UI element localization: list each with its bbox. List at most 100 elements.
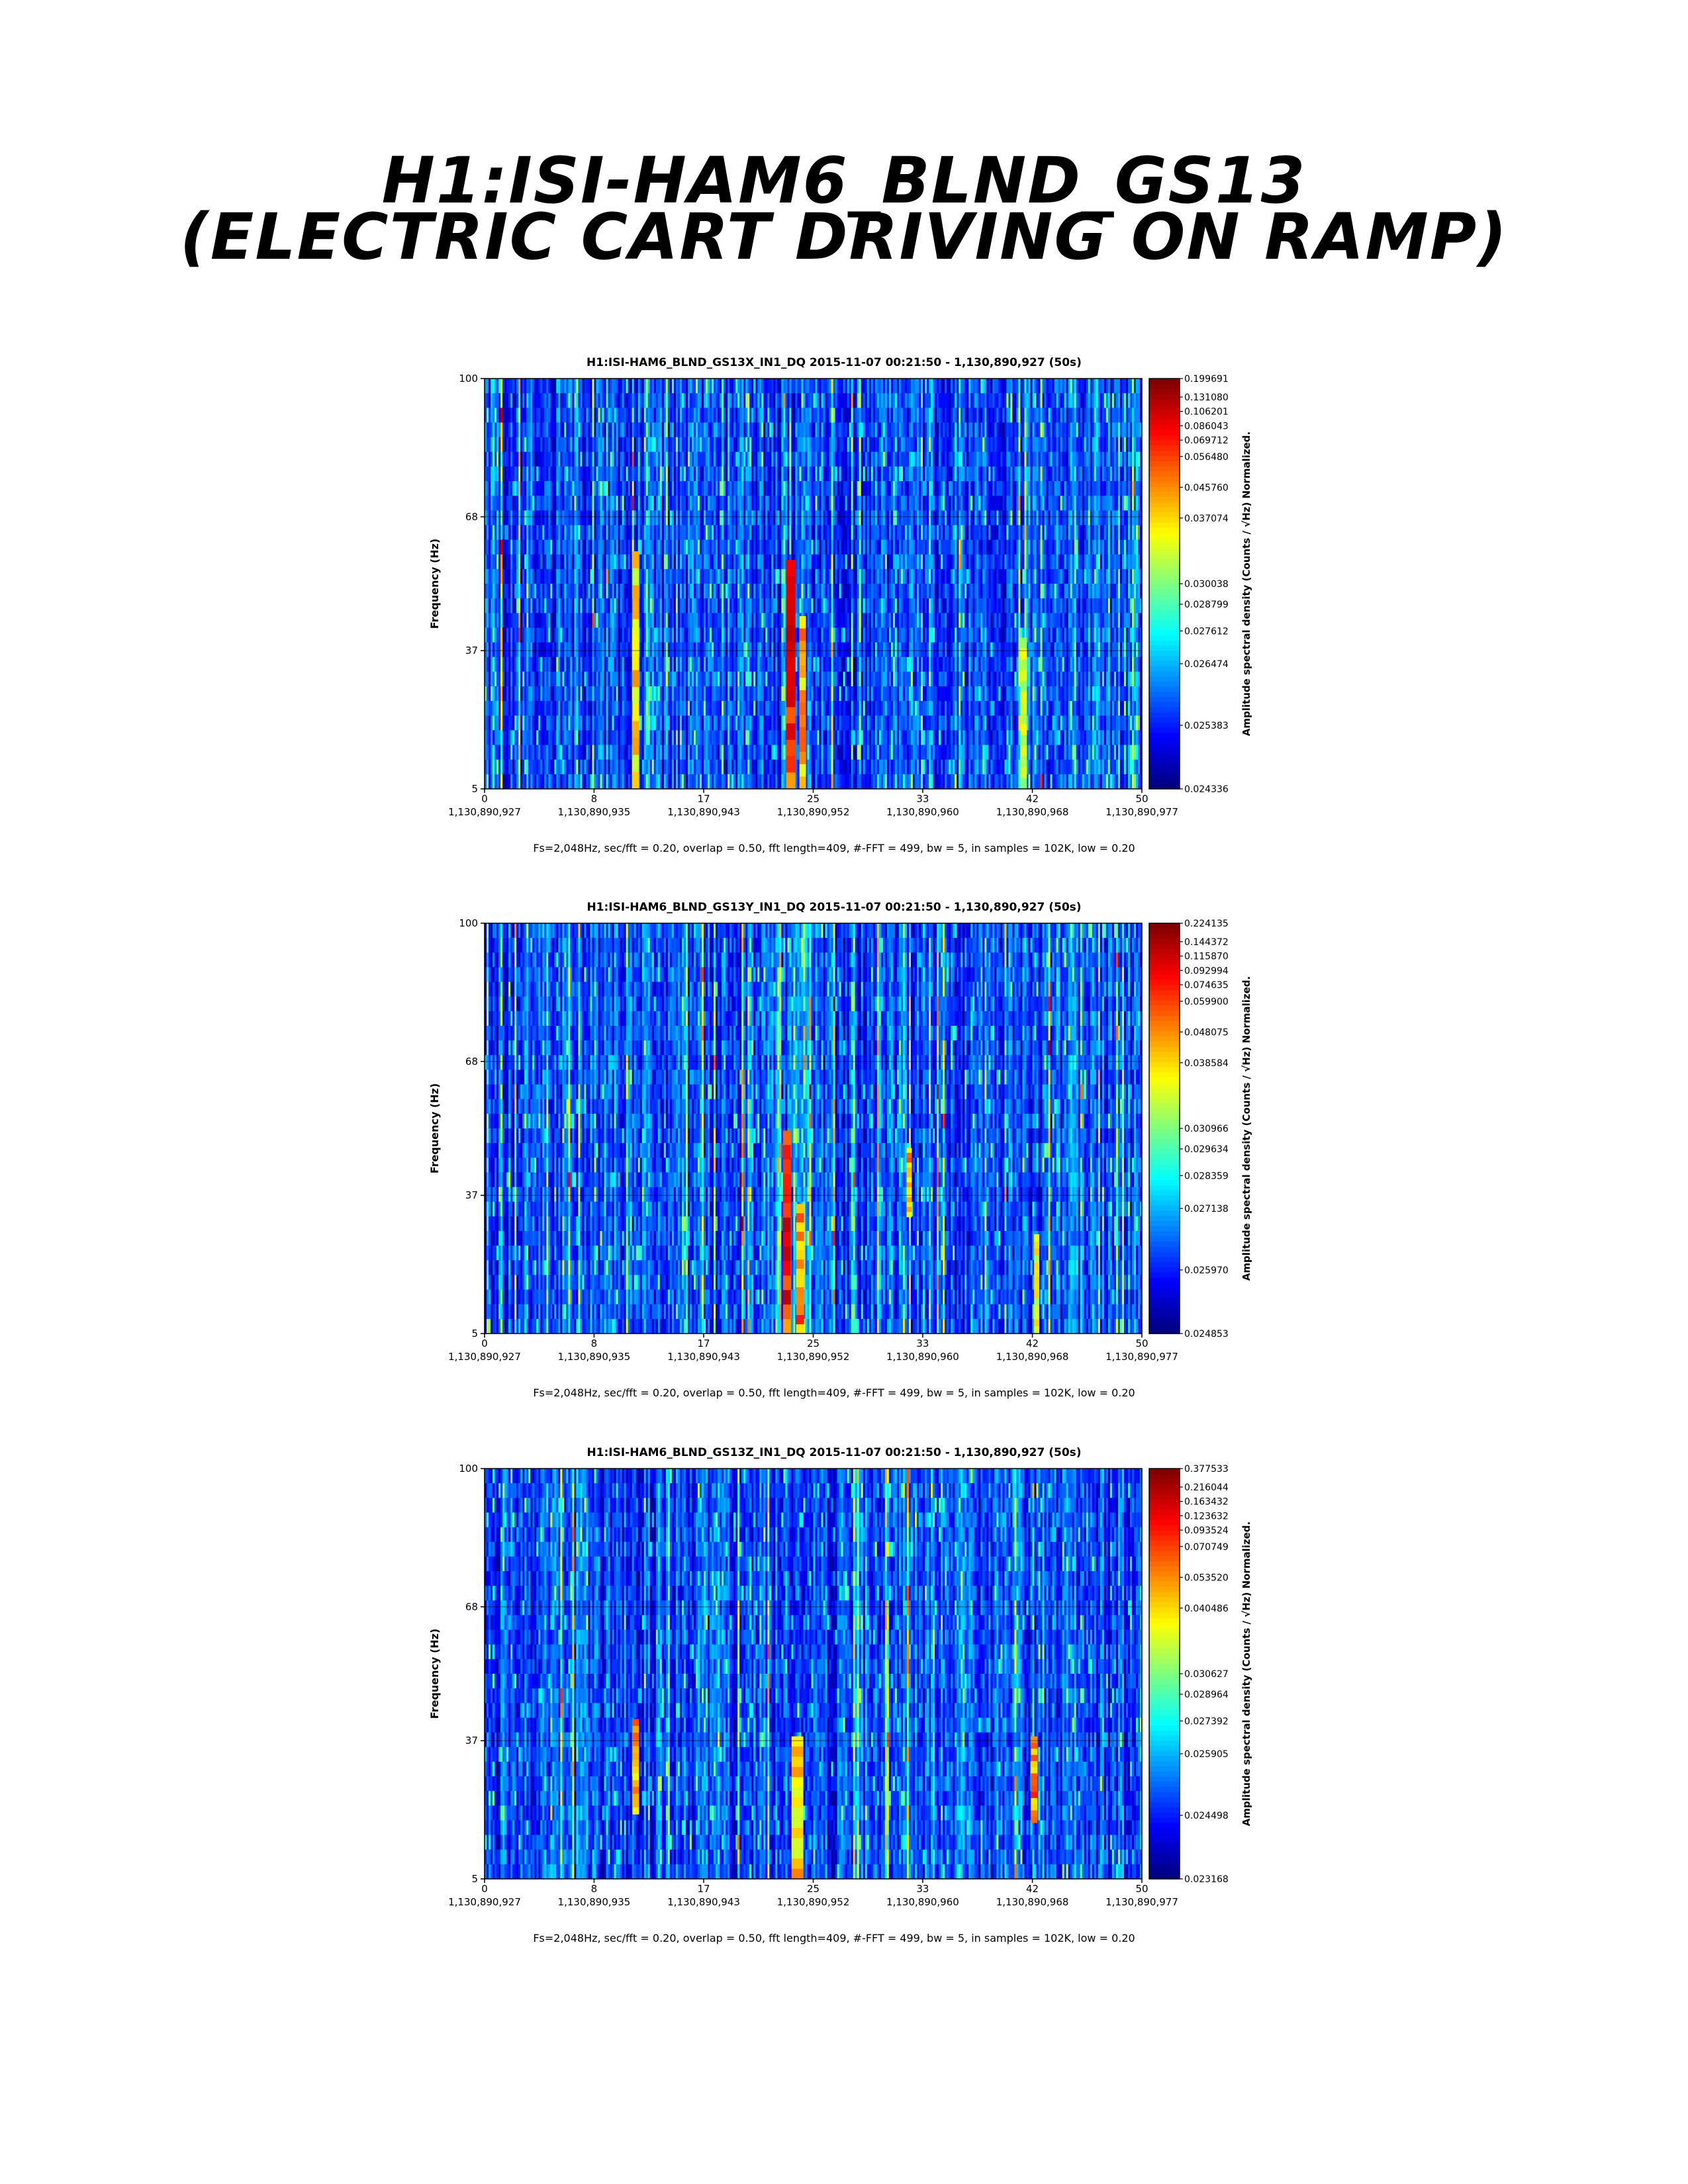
colorbar-label: Amplitude spectral density (Counts / √Hz… (1241, 1522, 1252, 1826)
x-tick-gps-label: 1,130,890,927 (448, 806, 521, 818)
colorbar-tick-label: 0.024336 (1184, 784, 1229, 795)
colorbar-tick-label: 0.028359 (1184, 1171, 1229, 1181)
colorbar-tick-label: 0.029634 (1184, 1144, 1229, 1155)
colorbar (1149, 784, 1180, 790)
chart-title: H1:ISI-HAM6_BLND_GS13Z_IN1_DQ 2015-11-07… (410, 1446, 1258, 1459)
x-tick-label: 33 (916, 793, 929, 805)
colorbar-tick-label: 0.144372 (1184, 937, 1229, 948)
chart-footer: Fs=2,048Hz, sec/fft = 0.20, overlap = 0.… (410, 1932, 1258, 1944)
colorbar-tick-label: 0.037074 (1184, 514, 1229, 524)
colorbar-tick-label: 0.224135 (1184, 919, 1229, 929)
colorbar-tick-label: 0.199691 (1184, 374, 1229, 385)
x-tick-gps-label: 1,130,890,935 (558, 1896, 631, 1908)
colorbar-tick-label: 0.027392 (1184, 1716, 1229, 1727)
colorbar-tick-label: 0.027138 (1184, 1204, 1229, 1214)
x-tick-label: 33 (916, 1338, 929, 1349)
colorbar-tick-label: 0.024853 (1184, 1329, 1229, 1340)
colorbar-tick-label: 0.106201 (1184, 407, 1229, 418)
spectrogram-event (632, 551, 639, 569)
x-tick-label: 42 (1026, 793, 1039, 805)
spectrogram-event (791, 1736, 804, 1747)
x-tick-label: 0 (481, 793, 488, 805)
spectrogram-panel-z: H1:ISI-HAM6_BLND_GS13Z_IN1_DQ 2015-11-07… (410, 1441, 1258, 1957)
colorbar-label: Amplitude spectral density (Counts / √Hz… (1241, 432, 1252, 736)
x-tick-gps-label: 1,130,890,943 (667, 806, 740, 818)
x-tick-gps-label: 1,130,890,960 (886, 806, 959, 818)
spectrogram-cells (485, 379, 1143, 790)
x-tick-label: 50 (1135, 1338, 1148, 1349)
x-tick-label: 42 (1026, 1883, 1039, 1895)
x-tick-label: 17 (698, 1338, 710, 1349)
x-tick-label: 42 (1026, 1338, 1039, 1349)
colorbar-tick-label: 0.070749 (1184, 1542, 1229, 1553)
colorbar-tick-label: 0.030966 (1184, 1124, 1229, 1134)
colorbar-tick-label: 0.131080 (1184, 392, 1229, 403)
x-tick-gps-label: 1,130,890,977 (1105, 1896, 1178, 1908)
colorbar-tick-label: 0.059900 (1184, 997, 1229, 1007)
colorbar-tick-label: 0.069712 (1184, 435, 1229, 446)
spectrogram-cells (485, 1469, 1143, 1880)
colorbar-tick-label: 0.040486 (1184, 1604, 1229, 1614)
colorbar-tick-label: 0.025905 (1184, 1749, 1229, 1760)
y-axis-label: Frequency (Hz) (428, 539, 441, 629)
chart-footer: Fs=2,048Hz, sec/fft = 0.20, overlap = 0.… (410, 842, 1258, 854)
x-tick-label: 50 (1135, 1883, 1148, 1895)
colorbar-tick-label: 0.045760 (1184, 482, 1229, 493)
x-tick-label: 25 (807, 793, 820, 805)
spectrogram-event (1034, 1234, 1040, 1242)
x-tick-gps-label: 1,130,890,952 (777, 1896, 850, 1908)
x-tick-label: 17 (698, 1883, 710, 1895)
y-tick-label: 5 (471, 1873, 478, 1885)
x-tick-gps-label: 1,130,890,935 (558, 1351, 631, 1363)
x-tick-gps-label: 1,130,890,927 (448, 1896, 521, 1908)
spectrogram-event (782, 1130, 791, 1146)
colorbar-tick-label: 0.030627 (1184, 1669, 1229, 1680)
colorbar-tick-label: 0.038584 (1184, 1058, 1229, 1069)
y-tick-label: 100 (459, 373, 478, 385)
y-tick-label: 37 (465, 1735, 478, 1747)
x-tick-gps-label: 1,130,890,935 (558, 806, 631, 818)
colorbar-tick-label: 0.025383 (1184, 721, 1229, 731)
x-tick-gps-label: 1,130,890,952 (777, 1351, 850, 1363)
x-tick-label: 0 (481, 1338, 488, 1349)
x-tick-gps-label: 1,130,890,927 (448, 1351, 521, 1363)
y-tick-label: 100 (459, 917, 478, 929)
colorbar (1149, 1328, 1180, 1334)
chart-footer: Fs=2,048Hz, sec/fft = 0.20, overlap = 0.… (410, 1387, 1258, 1399)
x-tick-label: 0 (481, 1883, 488, 1895)
colorbar-tick-label: 0.377533 (1184, 1464, 1229, 1475)
colorbar-tick-label: 0.023168 (1184, 1874, 1229, 1885)
x-tick-gps-label: 1,130,890,943 (667, 1896, 740, 1908)
y-tick-label: 37 (465, 1189, 478, 1201)
colorbar (1149, 1874, 1180, 1880)
x-tick-gps-label: 1,130,890,960 (886, 1896, 959, 1908)
colorbar-tick-label: 0.030038 (1184, 579, 1229, 590)
spectrogram-cells (485, 923, 1143, 1334)
page-title-line2: (Electric cart driving on ramp) (0, 205, 1688, 269)
y-axis-label: Frequency (Hz) (428, 1083, 441, 1174)
colorbar-label: Amplitude spectral density (Counts / √Hz… (1241, 976, 1252, 1281)
y-tick-label: 100 (459, 1463, 478, 1475)
y-tick-label: 37 (465, 645, 478, 657)
colorbar-tick-label: 0.028799 (1184, 600, 1229, 610)
chart-title: H1:ISI-HAM6_BLND_GS13X_IN1_DQ 2015-11-07… (410, 356, 1258, 369)
y-tick-label: 5 (471, 783, 478, 795)
spectrogram-event (799, 615, 806, 629)
y-tick-label: 5 (471, 1328, 478, 1340)
x-tick-label: 8 (591, 793, 598, 805)
page-title-line1: H1:ISI-HAM6_BLND_GS13 (0, 149, 1688, 212)
colorbar-tick-label: 0.115870 (1184, 952, 1229, 962)
spectrogram-event (786, 560, 796, 577)
colorbar-tick-label: 0.048075 (1184, 1027, 1229, 1038)
colorbar-tick-label: 0.216044 (1184, 1482, 1229, 1493)
spectrogram-event (1031, 1736, 1038, 1743)
colorbar-tick-label: 0.093524 (1184, 1525, 1229, 1536)
colorbar-tick-label: 0.027612 (1184, 626, 1229, 637)
x-tick-label: 17 (698, 793, 710, 805)
x-tick-gps-label: 1,130,890,968 (996, 1351, 1069, 1363)
colorbar-tick-label: 0.056480 (1184, 452, 1229, 463)
colorbar-tick-label: 0.025970 (1184, 1265, 1229, 1276)
chart-title: H1:ISI-HAM6_BLND_GS13Y_IN1_DQ 2015-11-07… (410, 901, 1258, 914)
